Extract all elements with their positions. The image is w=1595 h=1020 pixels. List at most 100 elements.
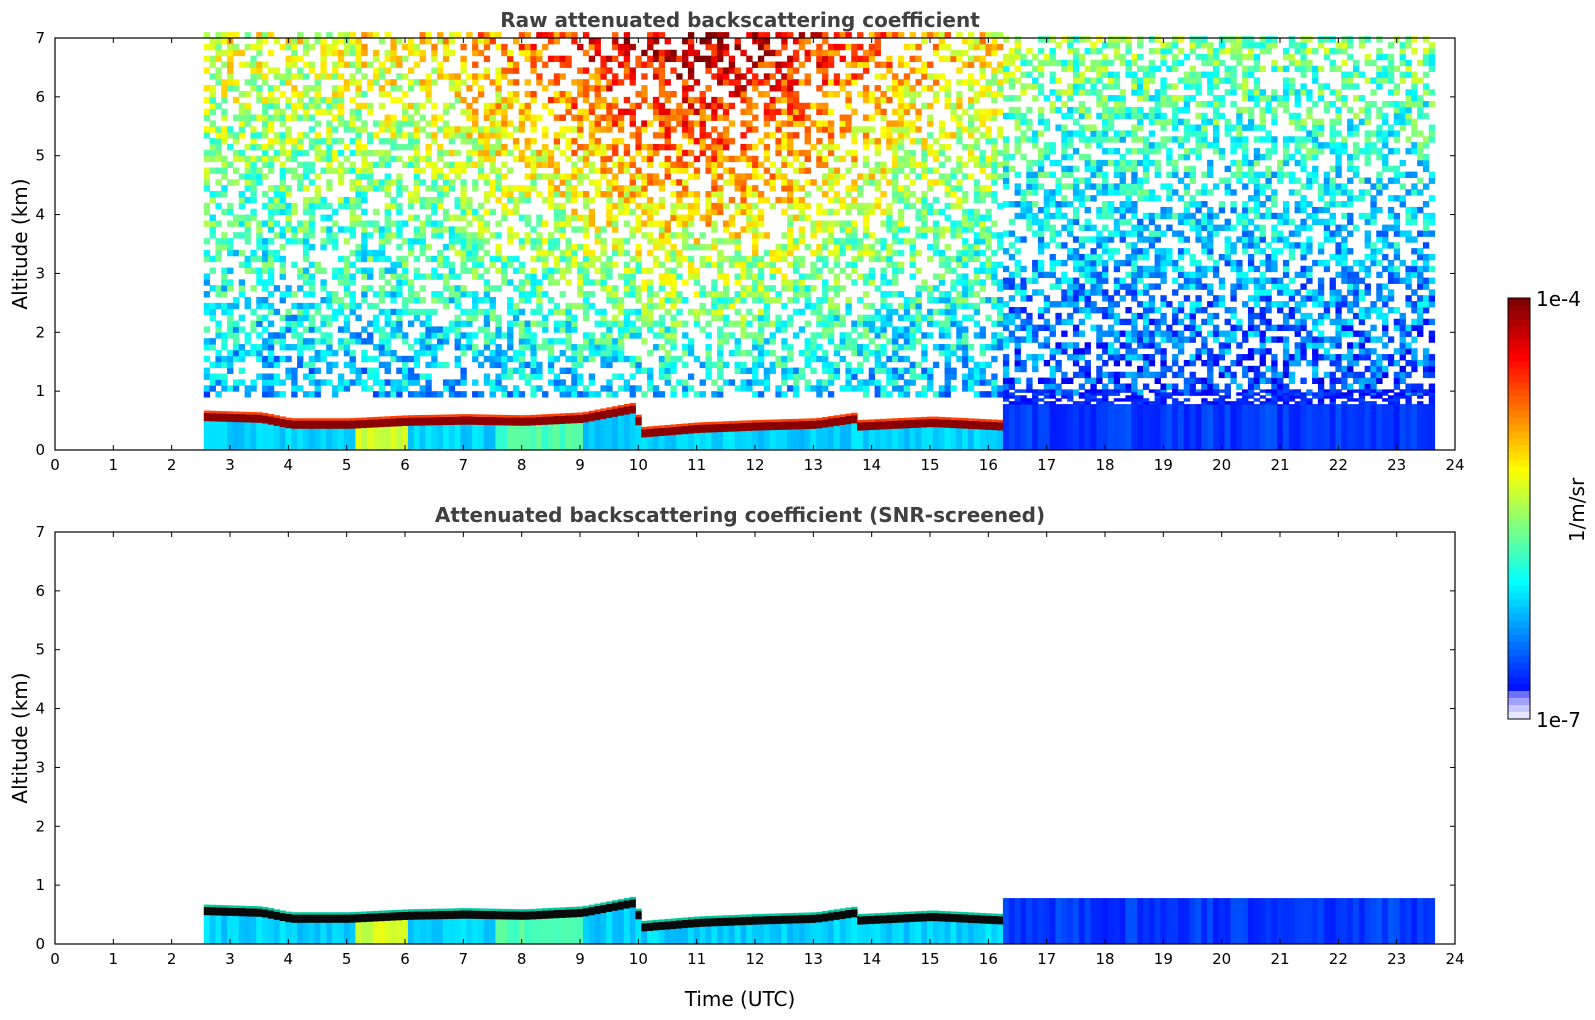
top-cloud-edge-cell [728, 421, 736, 424]
top-noise-cell [577, 291, 584, 298]
top-noise-cell [332, 114, 339, 121]
top-noise-cell [262, 38, 269, 45]
top-noise-cell [332, 267, 339, 274]
top-noise-cell [384, 308, 391, 316]
top-noise-cell [262, 391, 269, 398]
top-noise-cell [372, 367, 380, 374]
top-noise-cell [477, 220, 485, 227]
top-noise-cell [553, 79, 561, 86]
top-noise-cell [483, 373, 491, 380]
top-noise-cell [250, 185, 257, 192]
top-noise-cell [833, 320, 841, 327]
top-noise-cell [903, 132, 911, 139]
top-noise-cell [524, 102, 531, 110]
top-noise-cell [291, 102, 298, 110]
top-noise-cell [734, 73, 741, 80]
top-noise-cell [297, 67, 304, 74]
top-noise-cell [203, 202, 211, 210]
top-noise-cell [361, 267, 368, 274]
top-noise-cell [512, 349, 520, 357]
top-noise-cell [874, 49, 881, 57]
top-cloud-layer-cell [547, 416, 555, 425]
top-noise-cell [332, 232, 339, 239]
top-noise-cell [757, 32, 765, 39]
top-noise-cell [256, 179, 263, 186]
top-noise-cell [775, 244, 782, 251]
top-noise-cell [524, 232, 531, 239]
top-noise-cell [291, 114, 298, 121]
top-noise-cell [833, 279, 841, 286]
top-noise-cell [355, 367, 362, 374]
top-cloud-layer-cell [559, 415, 566, 424]
top-noise-cell [437, 249, 444, 257]
top-noise-cell [477, 85, 485, 92]
top-noise-cell [460, 285, 467, 292]
top-noise-cell [635, 185, 642, 192]
top-noise-cell [267, 238, 275, 245]
top-noise-cell [582, 355, 590, 363]
top-noise-cell [816, 85, 823, 92]
top-noise-cell [617, 114, 625, 121]
top-noise-cell [244, 185, 251, 192]
top-noise-cell [787, 191, 794, 198]
top-noise-cell [827, 132, 835, 139]
top-noise-cell [285, 185, 292, 192]
top-noise-cell [746, 126, 753, 133]
top-noise-cell [915, 320, 922, 327]
top-noise-cell [927, 385, 934, 392]
top-noise-cell [862, 355, 870, 363]
top-noise-cell [267, 114, 275, 121]
top-noise-cell [495, 85, 502, 92]
top-cloud-edge-cell [384, 416, 391, 419]
top-noise-cell [302, 202, 310, 210]
top-noise-cell [238, 155, 246, 163]
top-noise-cell [757, 90, 765, 98]
top-noise-cell [384, 349, 391, 357]
top-noise-cell [518, 32, 526, 39]
top-noise-cell [752, 32, 759, 39]
top-noise-cell [658, 67, 666, 74]
top-noise-cell [559, 179, 566, 186]
top-noise-cell [221, 90, 228, 98]
top-noise-cell [693, 167, 701, 174]
top-noise-cell [559, 149, 566, 157]
top-noise-cell [857, 244, 864, 251]
top-noise-cell [297, 308, 304, 316]
top-noise-cell [833, 167, 841, 174]
top-noise-cell [956, 291, 963, 298]
top-cloud-edge-cell [617, 405, 625, 408]
top-noise-cell [332, 208, 339, 216]
top-noise-cell [425, 373, 432, 380]
top-cloud-layer-cell [553, 416, 561, 425]
top-noise-cell [827, 196, 835, 204]
top-noise-cell [886, 226, 893, 233]
top-noise-cell [337, 138, 345, 145]
top-noise-cell [693, 138, 701, 145]
top-noise-cell [816, 244, 823, 251]
top-noise-cell [588, 138, 596, 145]
top-noise-cell [355, 202, 362, 210]
top-noise-cell [670, 255, 677, 263]
top-noise-cell [571, 149, 578, 157]
top-noise-cell [862, 208, 870, 216]
top-noise-cell [921, 344, 928, 351]
top-noise-cell [740, 191, 747, 198]
top-noise-cell [693, 308, 701, 316]
top-noise-cell [804, 73, 811, 80]
top-noise-cell [827, 320, 835, 327]
top-noise-cell [647, 249, 654, 257]
top-noise-cell [402, 55, 409, 63]
top-noise-cell [886, 320, 893, 327]
top-noise-cell [822, 238, 829, 245]
top-noise-cell [839, 32, 846, 39]
top-noise-cell [250, 191, 257, 198]
top-noise-cell [361, 43, 368, 51]
top-noise-cell [530, 279, 537, 286]
top-noise-cell [617, 208, 625, 216]
top-noise-cell [816, 61, 823, 68]
top-noise-cell [577, 379, 584, 386]
top-noise-cell [757, 196, 765, 204]
top-noise-cell [495, 385, 502, 392]
top-noise-cell [577, 361, 584, 369]
top-noise-cell [903, 196, 911, 204]
